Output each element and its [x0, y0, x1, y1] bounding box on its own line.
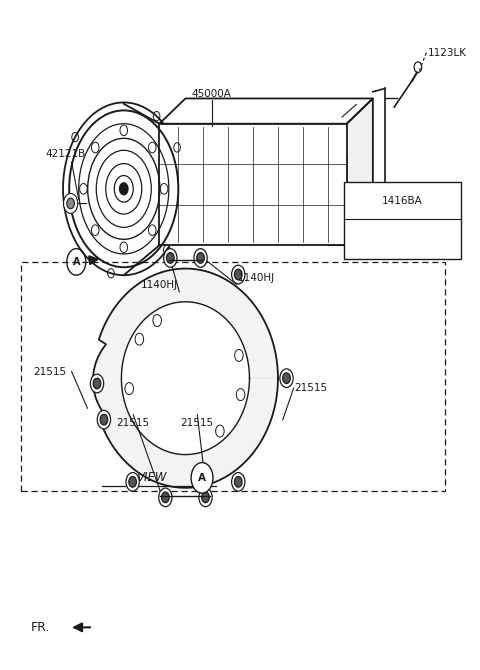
Circle shape — [63, 194, 78, 214]
Text: 1140HJ: 1140HJ — [238, 273, 275, 283]
Circle shape — [202, 492, 209, 502]
Circle shape — [234, 476, 242, 487]
Circle shape — [283, 373, 290, 383]
Text: 21515: 21515 — [34, 366, 67, 377]
Text: 21515: 21515 — [117, 418, 150, 428]
Text: A: A — [72, 257, 80, 267]
Bar — [21, 262, 445, 491]
Circle shape — [126, 472, 139, 491]
Polygon shape — [159, 124, 347, 245]
Text: A: A — [198, 473, 206, 483]
Circle shape — [100, 414, 108, 425]
Circle shape — [67, 198, 74, 209]
Text: FR.: FR. — [31, 621, 50, 634]
Circle shape — [97, 410, 110, 429]
Polygon shape — [159, 98, 373, 124]
Text: 21515: 21515 — [295, 383, 328, 393]
Text: 1123LK: 1123LK — [427, 48, 467, 58]
Circle shape — [191, 462, 213, 493]
Text: 1140HJ: 1140HJ — [141, 281, 179, 291]
Circle shape — [159, 488, 172, 507]
Circle shape — [129, 476, 136, 487]
Circle shape — [234, 269, 242, 280]
Polygon shape — [93, 269, 278, 488]
Circle shape — [197, 253, 204, 263]
Circle shape — [194, 249, 207, 267]
Circle shape — [120, 183, 128, 195]
Circle shape — [232, 265, 245, 284]
Text: 1416BA: 1416BA — [382, 196, 423, 206]
Circle shape — [93, 378, 101, 389]
Circle shape — [280, 369, 293, 387]
Circle shape — [162, 492, 169, 502]
Circle shape — [90, 375, 104, 393]
Text: 21515: 21515 — [181, 418, 214, 428]
Circle shape — [232, 472, 245, 491]
Polygon shape — [347, 98, 373, 245]
Text: 42121B: 42121B — [46, 149, 86, 159]
Circle shape — [164, 249, 177, 267]
Circle shape — [167, 253, 174, 263]
Text: VIEW: VIEW — [136, 472, 167, 484]
Text: 45000A: 45000A — [192, 89, 231, 99]
Circle shape — [199, 488, 212, 507]
Bar — [344, 182, 461, 259]
